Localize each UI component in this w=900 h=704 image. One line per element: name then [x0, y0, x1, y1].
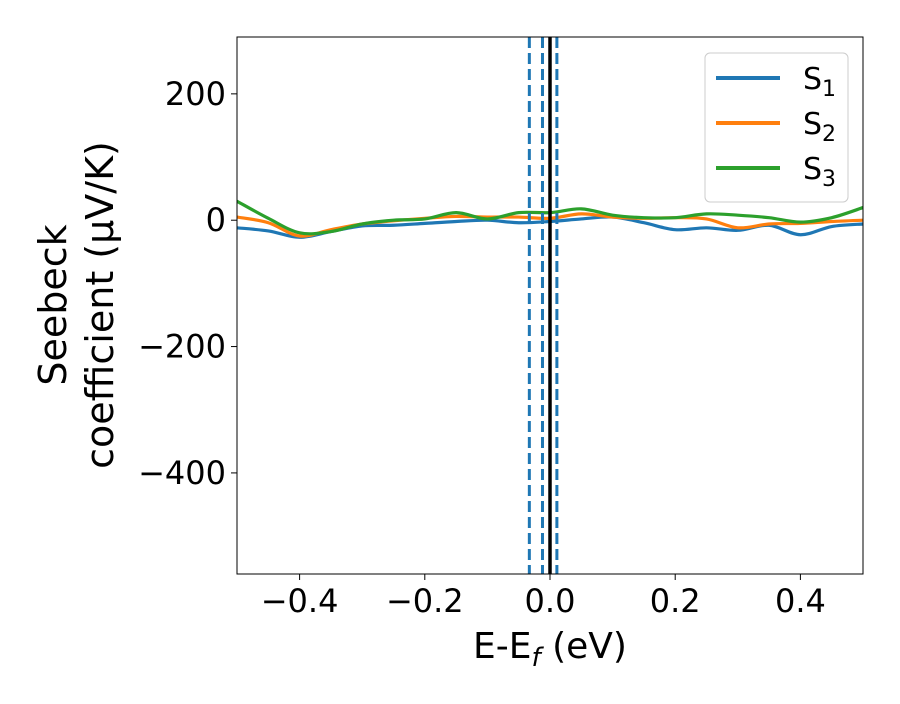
y-tick-label: 0: [206, 201, 226, 239]
y-axis-label-line2: coefficient (μV/K): [78, 141, 122, 469]
legend-label-s1: S1: [803, 62, 836, 102]
y-tick-label: −200: [138, 328, 226, 366]
x-tick-label: 0.0: [525, 582, 576, 620]
legend-label-s3: S3: [803, 152, 836, 192]
y-axis-label-line1: Seebeck: [31, 224, 75, 385]
x-tick-label: 0.4: [775, 582, 826, 620]
y-tick-label: 200: [165, 75, 226, 113]
y-tick-label: −400: [138, 454, 226, 492]
legend-frame: [704, 52, 849, 203]
x-axis-label: E-Ef (eV): [473, 626, 627, 673]
x-tick-label: −0.4: [261, 582, 339, 620]
x-tick-label: 0.2: [650, 582, 701, 620]
x-axis-label-unit: (eV): [541, 626, 627, 667]
legend: S1 S2 S3: [704, 52, 849, 203]
x-axis-label-main: E-E: [473, 626, 531, 667]
x-tick-label: −0.2: [386, 582, 464, 620]
legend-label-s2: S2: [803, 107, 836, 147]
